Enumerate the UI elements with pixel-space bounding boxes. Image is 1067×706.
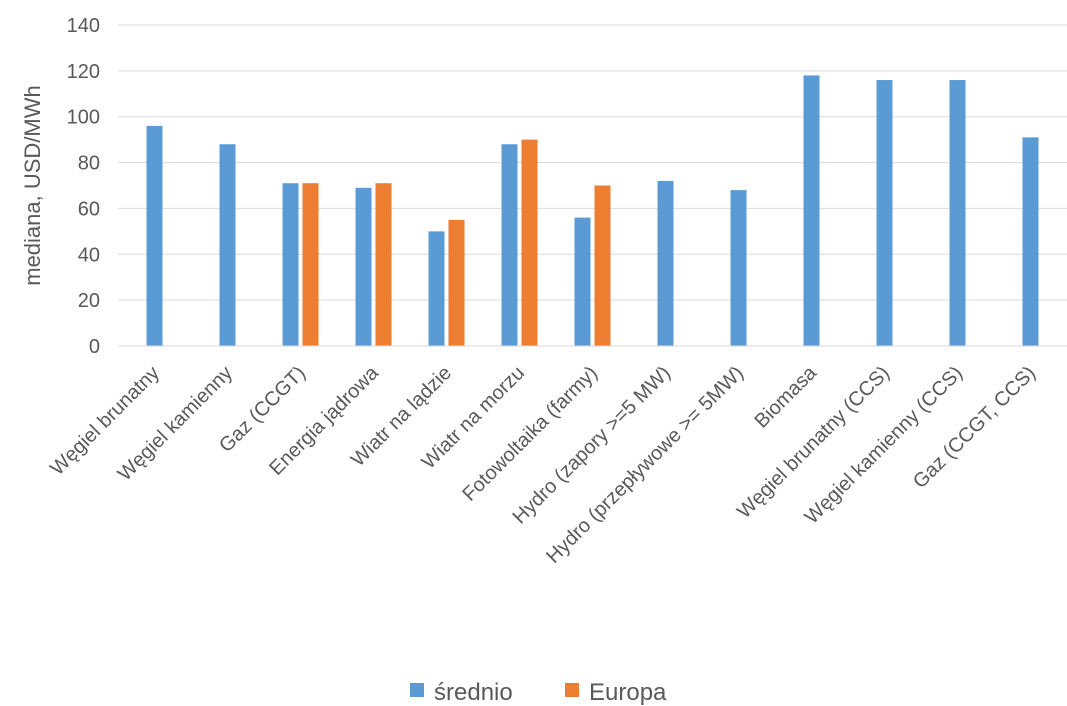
- bar-srednio: [574, 217, 591, 346]
- x-tick-label: Fotowoltaika (farmy): [458, 362, 602, 506]
- legend-label: Europa: [589, 679, 667, 706]
- y-tick-label: 140: [67, 15, 100, 37]
- y-tick-label: 100: [67, 107, 100, 129]
- y-tick-label: 120: [67, 61, 100, 83]
- x-tick-label: Gaz (CCGT, CCS): [909, 362, 1040, 493]
- bar-europa: [448, 219, 465, 346]
- bar-srednio: [355, 187, 372, 346]
- bar-europa: [375, 183, 392, 346]
- bar-srednio: [803, 75, 820, 346]
- legend-swatch: [565, 683, 579, 697]
- bar-srednio: [219, 144, 236, 346]
- y-axis-ticks: 0 20 40 60 80 100 120 140: [67, 15, 100, 358]
- bars: [146, 75, 1039, 347]
- legend: średnio Europa: [410, 679, 667, 706]
- y-tick-label: 40: [78, 244, 100, 266]
- bar-srednio: [949, 80, 966, 347]
- bar-srednio: [730, 190, 747, 346]
- gridlines: [118, 24, 1067, 301]
- bar-srednio: [657, 180, 674, 346]
- bar-srednio: [501, 144, 518, 346]
- bar-srednio: [146, 125, 163, 346]
- bar-europa: [521, 139, 538, 346]
- bar-europa: [302, 183, 319, 346]
- legend-label: średnio: [434, 679, 513, 706]
- legend-swatch: [410, 683, 424, 697]
- y-axis-label: mediana, USD/MWh: [20, 85, 45, 286]
- y-tick-label: 0: [89, 336, 100, 358]
- y-tick-label: 60: [78, 198, 100, 220]
- bar-srednio: [428, 231, 445, 346]
- bar-europa: [594, 185, 611, 346]
- x-tick-label: Biomasa: [750, 361, 821, 432]
- bar-srednio: [282, 183, 299, 346]
- y-tick-label: 80: [78, 153, 100, 175]
- y-tick-label: 20: [78, 290, 100, 312]
- bar-srednio: [876, 80, 893, 347]
- bar-srednio: [1022, 137, 1039, 346]
